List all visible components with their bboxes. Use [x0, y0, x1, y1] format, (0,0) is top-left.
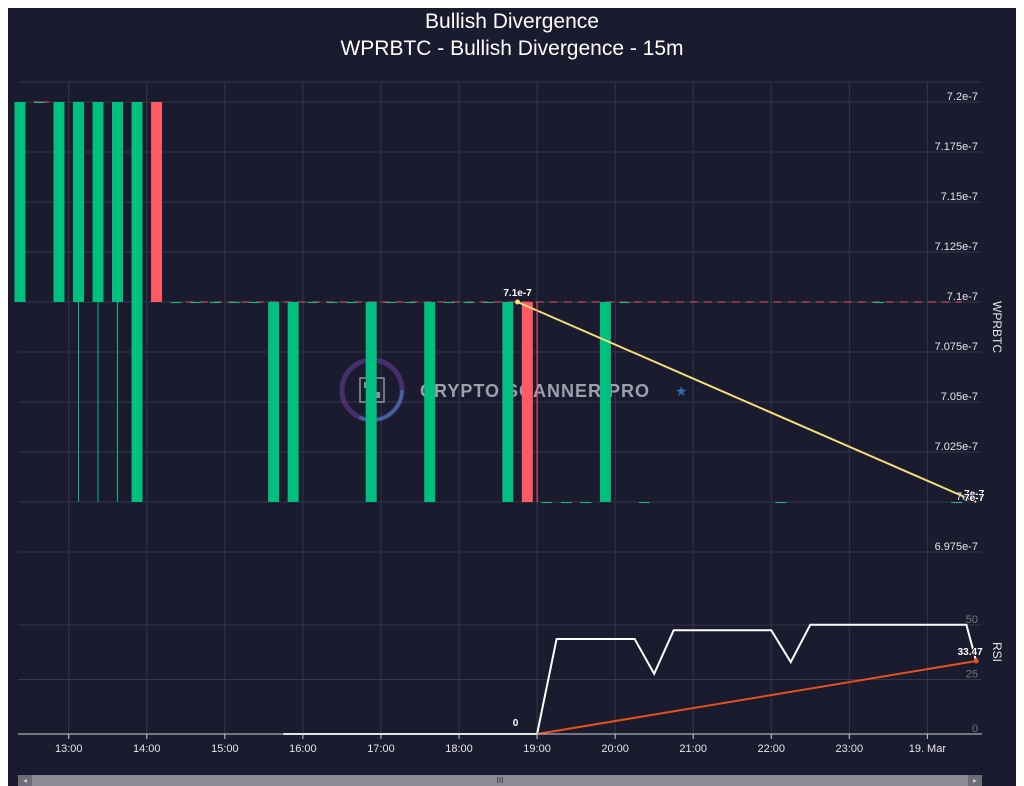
candle-body [307, 302, 319, 303]
x-tick-label: 22:00 [757, 743, 785, 755]
chart-svg: CRYPTO SCANNER PRO ★ 7.2e-7 7.175e-7 7.15e… [14, 81, 1004, 755]
rsi-axis-title: RSI [990, 642, 1004, 662]
candle-body [873, 302, 885, 303]
rsi-divergence-end-label: 33.47 [958, 647, 983, 658]
candle-body [190, 302, 202, 303]
x-tick-label: 21:00 [679, 743, 707, 755]
candles [14, 102, 963, 503]
rsi-divergence-line [536, 660, 977, 735]
annotations: 7.1e-7 7e-77e-7 0 33.47 [502, 287, 985, 730]
candle-body [112, 102, 124, 302]
candle-body [131, 102, 143, 502]
navigator-scrollbar[interactable]: ◂ III ▸ [18, 775, 982, 786]
watermark: CRYPTO SCANNER PRO ★ [339, 357, 688, 423]
rsi-pane [18, 623, 982, 735]
candle-body [619, 302, 631, 303]
candle-body [385, 302, 397, 303]
scroll-thumb[interactable]: III [32, 775, 968, 786]
candle-body [775, 502, 787, 503]
candle-body [463, 302, 475, 303]
x-tick-label: 23:00 [836, 743, 864, 755]
candle-body [560, 502, 572, 503]
price-divergence-line [517, 301, 977, 503]
price-divergence-end-label-overlap: 7e-7 [964, 493, 984, 504]
candle-body [951, 502, 963, 503]
price-tick-label: 7.175e-7 [935, 141, 978, 153]
candle-body [599, 302, 611, 502]
candle-body [92, 102, 104, 302]
candle-body [482, 302, 494, 303]
candle-body [72, 102, 84, 302]
candle-body [365, 302, 377, 502]
price-tick-label: 7e-7 [956, 491, 978, 503]
grid [18, 81, 982, 735]
x-tick-label: 17:00 [367, 743, 395, 755]
divergence-start-marker [515, 299, 521, 305]
candle-body [33, 102, 45, 103]
x-tick-label: 15:00 [211, 743, 239, 755]
star-icon: ★ [675, 383, 688, 399]
price-tick-label: 7.075e-7 [935, 341, 978, 353]
price-axis-title: WPRBTC [990, 301, 1004, 353]
candle-body [248, 302, 260, 303]
price-divergence-end-label: 7e-7 [964, 489, 984, 500]
candle-body [580, 502, 592, 503]
price-tick-label: 7.15e-7 [941, 191, 978, 203]
rsi-tick-label: 0 [972, 723, 978, 735]
qr-code-icon-part [374, 392, 380, 398]
price-tick-label: 7.2e-7 [947, 91, 978, 103]
x-tick-label: 18:00 [445, 743, 473, 755]
chart-subtitle: WPRBTC - Bullish Divergence - 15m [340, 37, 684, 60]
price-divergence [515, 299, 977, 503]
price-tick-label: 7.1e-7 [947, 291, 978, 303]
price-divergence-start-label: 7.1e-7 [503, 288, 532, 299]
candle-body [541, 502, 553, 503]
candle-body [170, 302, 182, 303]
rsi-tick-label: 50 [966, 614, 978, 626]
candle-body [404, 302, 416, 303]
scroll-left-button[interactable]: ◂ [18, 775, 32, 786]
candle-body [151, 102, 163, 302]
candle-body [502, 302, 514, 502]
watermark-text: CRYPTO SCANNER PRO [420, 381, 650, 401]
price-tick-label: 7.025e-7 [935, 441, 978, 453]
scroll-right-button[interactable]: ▸ [968, 775, 982, 786]
candle-body [326, 302, 338, 303]
rsi-divergence-start-label: 0 [513, 718, 519, 729]
x-tick-label: 19. Mar [909, 743, 947, 755]
candle-body [521, 302, 533, 502]
candle-body [229, 302, 241, 303]
candle-body [53, 102, 65, 302]
y-axis-labels: 7.2e-7 7.175e-7 7.15e-7 7.125e-7 7.1e-7 7.075… [935, 91, 978, 735]
price-tick-label: 7.125e-7 [935, 241, 978, 253]
candle-body [346, 302, 358, 303]
chart-title: Bullish Divergence [425, 10, 599, 33]
price-tick-label: 6.975e-7 [935, 541, 978, 553]
rsi-tick-label: 25 [966, 669, 978, 681]
rsi-divergence-end-marker [973, 658, 979, 664]
candle-body [268, 302, 280, 502]
candle-body [638, 502, 650, 503]
x-tick-label: 16:00 [289, 743, 317, 755]
candle-body [209, 302, 221, 303]
candle-body [14, 102, 26, 302]
x-tick-label: 13:00 [55, 743, 83, 755]
x-axis: 13:00 14:00 15:00 16:00 17:00 18:00 19:00 20:00… [55, 734, 946, 755]
x-tick-label: 14:00 [133, 743, 161, 755]
chart-container: Bullish Divergence WPRBTC - Bullish Dive… [8, 8, 1016, 786]
candle-body [443, 302, 455, 303]
x-tick-label: 20:00 [601, 743, 629, 755]
x-tick-label: 19:00 [523, 743, 551, 755]
candle-body [424, 302, 436, 502]
price-tick-label: 7.05e-7 [941, 391, 978, 403]
candle-body [287, 302, 299, 502]
